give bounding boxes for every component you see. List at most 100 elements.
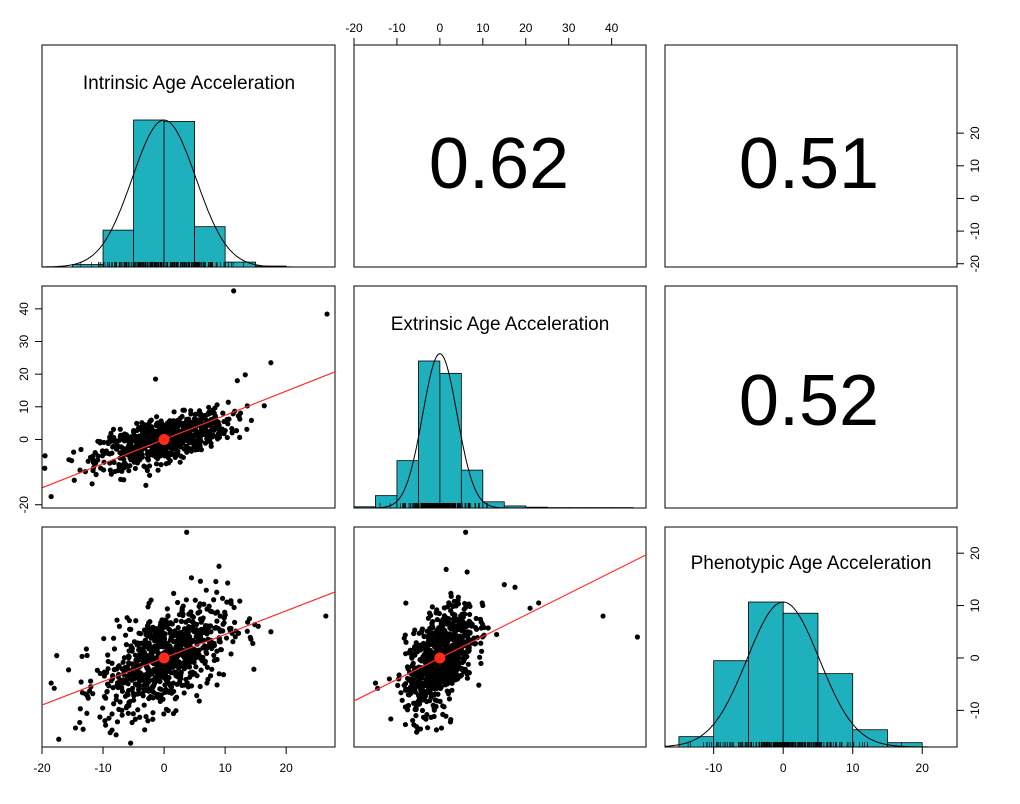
- scatter-point: [213, 578, 219, 585]
- scatter-point: [178, 618, 185, 624]
- panel-frame-1-0: [41, 285, 336, 509]
- scatter-point: [248, 417, 254, 423]
- scatter-point: [162, 673, 169, 679]
- scatter-point: [433, 703, 439, 710]
- scatter-point: [99, 448, 106, 454]
- scatter-point: [171, 445, 177, 451]
- scatter-point: [467, 611, 473, 618]
- scatter-point: [433, 610, 439, 616]
- scatter-point: [228, 625, 234, 631]
- scatter-point: [161, 634, 167, 641]
- scatter-point: [158, 424, 164, 430]
- scatter-point: [170, 647, 177, 653]
- scatter-point: [435, 670, 441, 676]
- scatter-point: [473, 626, 480, 632]
- scatter-point: [141, 627, 148, 633]
- scatter-point: [443, 713, 449, 719]
- scatter-point: [145, 457, 151, 463]
- scatter-point: [232, 634, 238, 640]
- scatter-point: [178, 435, 184, 442]
- scatter-point: [90, 453, 96, 459]
- scatter-point: [220, 672, 227, 678]
- scatter-point: [422, 659, 428, 665]
- scatter-point: [137, 631, 144, 637]
- scatter-point: [141, 649, 147, 655]
- scatter-point: [178, 629, 184, 635]
- scatter-point: [121, 655, 128, 661]
- scatter-point: [209, 666, 215, 672]
- scatter-point: [421, 641, 427, 648]
- scatter-point: [432, 644, 438, 650]
- scatter-point: [180, 611, 186, 617]
- scatter-point: [131, 639, 138, 645]
- scatter-point: [189, 647, 195, 654]
- scatter-point: [432, 679, 438, 685]
- scatter-point: [429, 685, 436, 691]
- scatter-point: [119, 666, 125, 672]
- scatter-point: [448, 608, 454, 614]
- scatter-point: [415, 692, 422, 698]
- scatter-point: [133, 618, 139, 624]
- scatter-point: [212, 625, 218, 631]
- scatter-point: [137, 677, 143, 684]
- scatter-point: [415, 642, 421, 648]
- variable-label-extrinsic: Extrinsic Age Acceleration: [391, 314, 610, 335]
- scatter-point: [105, 666, 111, 672]
- scatter-point: [268, 360, 274, 366]
- scatter-point: [403, 651, 409, 657]
- scatter-point: [183, 659, 189, 665]
- scatter-point: [124, 690, 131, 696]
- scatter-point: [190, 614, 197, 620]
- scatter-point: [224, 434, 230, 441]
- histogram-bar: [375, 495, 398, 509]
- axis-tick-label: 40: [605, 21, 619, 35]
- scatter-point: [202, 440, 209, 446]
- scatter-point: [117, 434, 123, 440]
- scatter-point: [123, 432, 130, 438]
- scatter-point: [436, 625, 442, 631]
- scatter-point: [204, 650, 210, 657]
- scatter-point: [111, 646, 118, 652]
- scatter-point: [228, 651, 234, 657]
- scatter-point: [460, 655, 466, 661]
- scatter-point: [185, 447, 191, 453]
- scatter-point: [478, 625, 484, 631]
- histogram-bar: [102, 229, 134, 268]
- scatter-point: [202, 658, 208, 664]
- scatter-point: [144, 467, 151, 474]
- scatter-point: [159, 617, 165, 623]
- scatter-point: [186, 617, 192, 623]
- scatter-point: [181, 407, 188, 413]
- scatter-point: [97, 440, 103, 446]
- scatter-point: [149, 429, 155, 435]
- scatter-point: [146, 640, 152, 646]
- scatter-point: [121, 438, 128, 444]
- scatter-point: [198, 626, 204, 632]
- axis-tick-label: 20: [968, 546, 982, 560]
- bottom-axis-intrinsic: -20 -10 0 10 20: [33, 746, 293, 775]
- scatter-point: [184, 421, 190, 427]
- scatter-point: [136, 646, 143, 652]
- scatter-point: [163, 663, 169, 669]
- scatter-point: [123, 642, 129, 648]
- scatter-point: [87, 688, 93, 694]
- axis-tick-label: -10: [94, 761, 112, 775]
- scatter-point: [211, 652, 217, 659]
- scatter-point: [186, 611, 192, 617]
- axis-tick-label: 20: [916, 761, 930, 775]
- scatter-point: [451, 598, 457, 604]
- scatter-point: [478, 640, 484, 646]
- scatter-point: [132, 681, 138, 687]
- scatter-point: [424, 647, 431, 653]
- histogram-bar: [163, 121, 196, 268]
- scatter-point: [145, 658, 151, 664]
- scatter-point: [116, 623, 123, 629]
- scatter-point: [426, 687, 432, 694]
- scatter-point: [459, 611, 465, 617]
- scatter-point: [130, 711, 136, 717]
- scatter-point: [462, 604, 469, 611]
- scatter-point: [142, 422, 148, 428]
- histogram-bar: [396, 460, 419, 509]
- scatter-point: [175, 449, 181, 455]
